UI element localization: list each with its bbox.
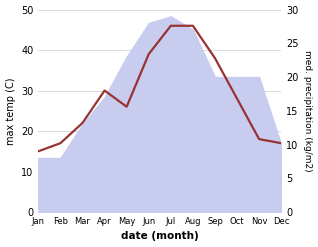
X-axis label: date (month): date (month) bbox=[121, 231, 199, 242]
Y-axis label: med. precipitation (kg/m2): med. precipitation (kg/m2) bbox=[303, 50, 313, 172]
Y-axis label: max temp (C): max temp (C) bbox=[5, 77, 16, 144]
